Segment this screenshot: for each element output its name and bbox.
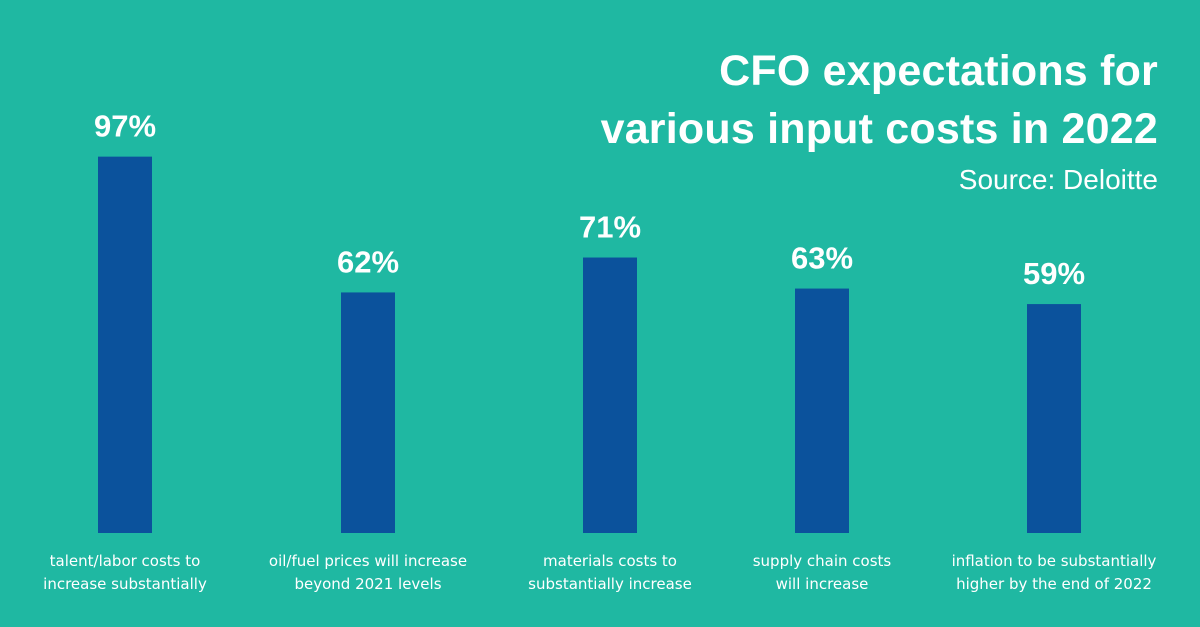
chart-title-line-1: CFO expectations for [719, 47, 1158, 95]
category-label-line: materials costs to [543, 552, 677, 570]
bar-5 [1027, 304, 1081, 533]
category-label-line: oil/fuel prices will increase [268, 552, 468, 570]
category-label-4: supply chain costs will increase [702, 550, 942, 596]
bar-3 [583, 257, 637, 533]
value-label-4: 63% [791, 241, 853, 276]
category-label-line: higher by the end of 2022 [956, 575, 1152, 593]
category-label-line: supply chain costs [752, 552, 892, 570]
category-label-line: inflation to be substantially [951, 552, 1157, 570]
bar-1 [98, 156, 152, 533]
category-label-3: materials costs to substantially increase [490, 550, 730, 596]
category-label-line: talent/labor costs to [49, 552, 201, 570]
category-label-line: beyond 2021 levels [294, 575, 442, 593]
category-label-1: talent/labor costs to increase substantia… [5, 550, 245, 596]
chart-subtitle: Source: Deloitte [958, 164, 1158, 195]
category-label-line: increase substantially [43, 575, 207, 593]
chart-title-block: CFO expectations for various input costs… [601, 42, 1158, 198]
value-label-5: 59% [1023, 256, 1085, 291]
category-label-line: substantially increase [528, 575, 692, 593]
category-label-line: will increase [775, 575, 869, 593]
bar-2 [341, 292, 395, 533]
value-label-3: 71% [579, 210, 641, 245]
value-label-2: 62% [337, 244, 399, 279]
bar-4 [795, 288, 849, 533]
category-label-2: oil/fuel prices will increase beyond 2021… [248, 550, 488, 596]
category-label-5: inflation to be substantially higher by t… [934, 550, 1174, 596]
chart-title-line-2: various input costs in 2022 [600, 105, 1158, 153]
value-label-1: 97% [94, 109, 156, 144]
